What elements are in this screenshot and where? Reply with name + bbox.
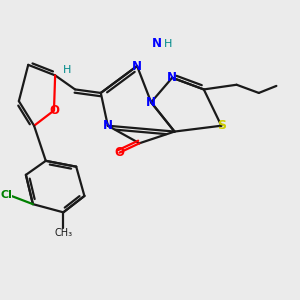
Text: O: O	[49, 104, 59, 117]
Text: H: H	[164, 39, 172, 49]
Text: N: N	[152, 37, 161, 50]
Text: S: S	[217, 119, 226, 132]
Text: O: O	[115, 146, 124, 159]
Text: N: N	[103, 119, 113, 132]
Text: N: N	[146, 96, 156, 109]
Text: CH₃: CH₃	[54, 228, 72, 239]
Text: N: N	[167, 71, 177, 84]
Text: Cl: Cl	[0, 190, 12, 200]
Text: N: N	[132, 59, 142, 73]
Text: H: H	[63, 64, 71, 74]
